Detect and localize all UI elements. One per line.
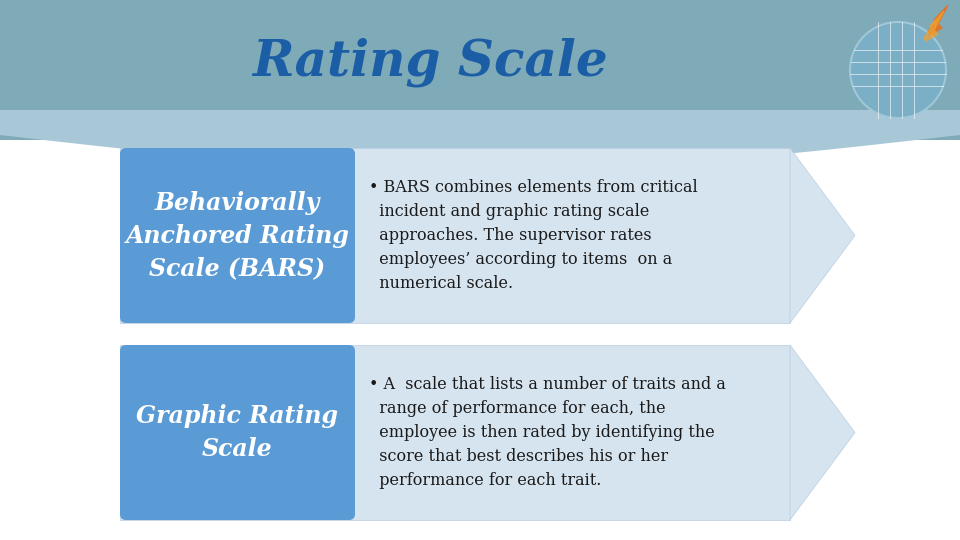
Text: • A  scale that lists a number of traits and a
  range of performance for each, : • A scale that lists a number of traits … xyxy=(369,376,726,489)
Text: • BARS combines elements from critical
  incident and graphic rating scale
  app: • BARS combines elements from critical i… xyxy=(369,179,698,292)
Bar xyxy=(120,148,790,323)
Polygon shape xyxy=(790,345,855,520)
Polygon shape xyxy=(0,110,960,170)
Text: Rating Scale: Rating Scale xyxy=(252,37,608,87)
FancyBboxPatch shape xyxy=(120,148,355,323)
Circle shape xyxy=(850,22,946,118)
Bar xyxy=(0,0,960,140)
Polygon shape xyxy=(0,144,960,540)
Polygon shape xyxy=(790,148,855,323)
Text: Behaviorally
Anchored Rating
Scale (BARS): Behaviorally Anchored Rating Scale (BARS… xyxy=(126,191,349,280)
Polygon shape xyxy=(928,5,948,35)
Polygon shape xyxy=(924,11,944,41)
Text: Graphic Rating
Scale: Graphic Rating Scale xyxy=(136,404,339,461)
FancyBboxPatch shape xyxy=(120,345,355,520)
Bar xyxy=(120,345,790,520)
